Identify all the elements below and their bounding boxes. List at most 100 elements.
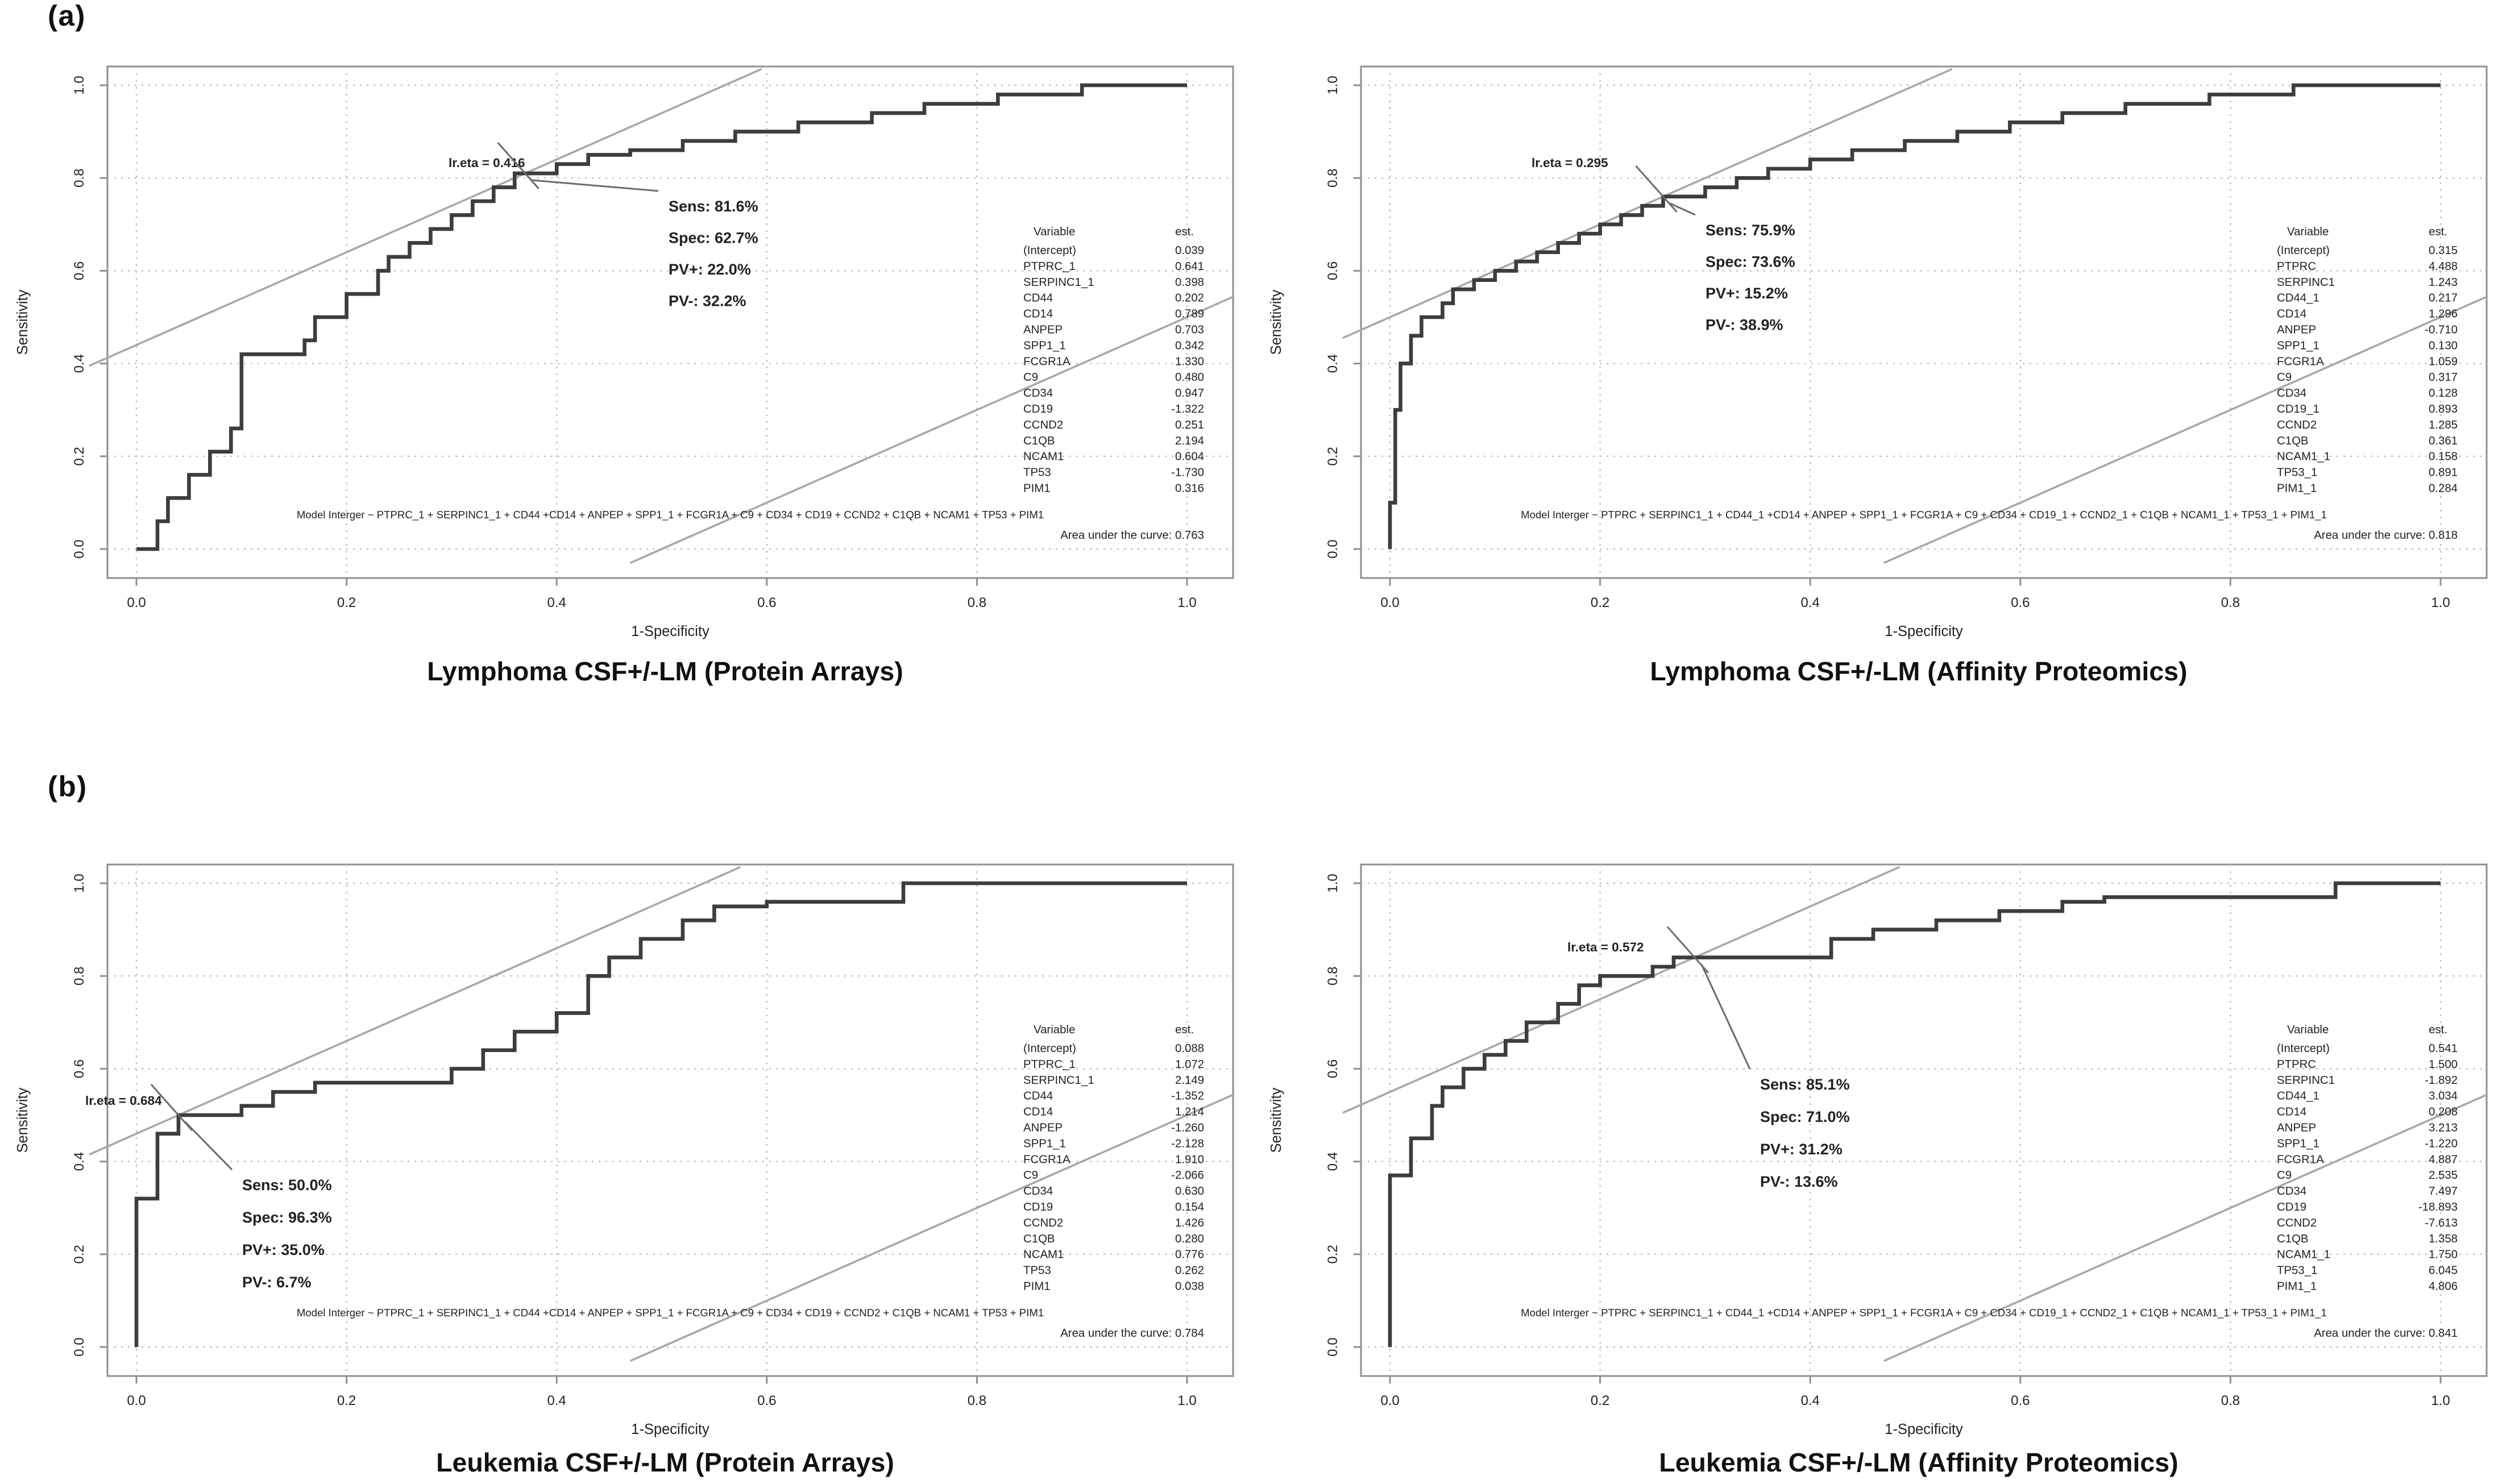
metrics-text: PV-: 6.7% <box>242 1274 312 1291</box>
x-tick-label: 0.8 <box>968 1393 986 1408</box>
annotation-arrow <box>184 1121 233 1171</box>
x-tick-label: 1.0 <box>1177 595 1196 610</box>
coef-table-header: Variable <box>1034 1024 1075 1036</box>
panel-title-leukemia-protein-arrays: Leukemia CSF+/-LM (Protein Arrays) <box>436 1449 894 1478</box>
coef-table-row-variable: (Intercept) <box>1023 1042 1076 1055</box>
coef-table-row-variable: PTPRC <box>2277 1058 2316 1071</box>
coef-table-row-variable: FCGR1A <box>2277 1153 2324 1166</box>
coef-table: Variable est. (Intercept) 0.315 PTPRC 4.488 SE… <box>2277 226 2458 495</box>
roc-panel: 0.0 0.2 0.4 0.6 0.8 1.0 0.0 0.2 0.4 0.6 0.8 1.0 1-Sp… <box>15 65 1235 639</box>
x-tick-label: 0.6 <box>757 1393 776 1408</box>
coef-table-row-estimate: 0.208 <box>2429 1106 2458 1119</box>
y-tick-label: 0.0 <box>72 1337 87 1356</box>
x-tick-label: 0.8 <box>2221 1393 2240 1408</box>
coef-table-row-variable: FCGR1A <box>2277 355 2324 368</box>
x-tick-label: 0.0 <box>127 595 146 610</box>
coef-table-row-variable: CD44_1 <box>2277 292 2319 305</box>
coef-table-row-variable: CD14 <box>1023 1106 1053 1119</box>
coef-table-row-estimate: -1.322 <box>1171 403 1204 415</box>
coef-table-row-estimate: -2.128 <box>1171 1137 1204 1150</box>
coef-table-row-estimate: 4.488 <box>2429 260 2458 273</box>
coef-table-row-variable: PTPRC_1 <box>1023 260 1076 273</box>
coef-table-row-variable: SERPINC1_1 <box>1023 1074 1094 1087</box>
coef-table-row-variable: CD14 <box>1023 308 1053 321</box>
coef-table: Variable est. (Intercept) 0.039 PTPRC_1 0.641… <box>1023 226 1204 495</box>
model-formula-text: Model Interger ~ PTPRC + SERPINC1_1 + CD… <box>1521 509 2327 521</box>
coef-table-row-estimate: -2.066 <box>1171 1169 1204 1182</box>
coef-table-header: est. <box>2429 226 2447 238</box>
coef-table-row-estimate: 0.280 <box>1175 1233 1204 1245</box>
metrics-text: Spec: 71.0% <box>1760 1108 1850 1125</box>
x-tick-label: 0.0 <box>1380 595 1399 610</box>
coef-table-row-estimate: 6.045 <box>2429 1265 2458 1277</box>
reference-diagonal <box>629 295 1235 564</box>
coef-table-row-estimate: 1.243 <box>2429 276 2458 289</box>
x-tick-label: 0.8 <box>2221 595 2240 610</box>
coef-table-row-variable: TP53 <box>1023 1265 1051 1277</box>
annotation-arrow <box>1700 963 1751 1070</box>
coef-table-row-variable: TP53 <box>1023 467 1051 479</box>
coef-table-row-estimate: 1.059 <box>2429 355 2458 368</box>
coef-table-row-estimate: 0.604 <box>1175 451 1204 463</box>
x-axis-label: 1-Specificity <box>1885 1421 1963 1437</box>
coef-table-row-estimate: -1.352 <box>1171 1090 1204 1103</box>
x-axis-label: 1-Specificity <box>631 1421 709 1437</box>
reference-diagonal <box>629 1093 1235 1362</box>
metrics-text: PV-: 32.2% <box>669 293 746 310</box>
y-tick-label: 0.4 <box>1325 354 1341 373</box>
coef-table-row-variable: (Intercept) <box>2277 1042 2330 1055</box>
coef-table-row-estimate: 1.426 <box>1175 1217 1204 1229</box>
coef-table-row-variable: NCAM1_1 <box>2277 1249 2330 1261</box>
roc-panel: 0.0 0.2 0.4 0.6 0.8 1.0 0.0 0.2 0.4 0.6 0.8 1.0 1-Sp… <box>1268 65 2488 639</box>
y-tick-label: 0.8 <box>72 967 87 986</box>
coef-table-row-variable: CD34 <box>2277 1185 2306 1198</box>
roc-curve <box>136 83 1187 551</box>
y-tick-label: 0.0 <box>1325 1337 1341 1356</box>
x-tick-label: 0.4 <box>1801 1393 1820 1408</box>
coef-table-row-estimate: 0.317 <box>2429 371 2458 384</box>
coef-table-row-estimate: 4.887 <box>2429 1153 2458 1166</box>
x-tick-label: 0.8 <box>968 595 986 610</box>
coef-table-row-variable: ANPEP <box>2277 1122 2316 1134</box>
coef-table-row-estimate: 0.541 <box>2429 1042 2458 1055</box>
coef-table-row-estimate: 0.315 <box>2429 244 2458 257</box>
metrics-text: PV-: 38.9% <box>1706 317 1783 334</box>
threshold-label: lr.eta = 0.295 <box>1532 156 1608 170</box>
metrics-text: PV+: 15.2% <box>1706 285 1788 302</box>
coef-table-row-variable: ANPEP <box>1023 1122 1063 1134</box>
y-tick-label: 0.2 <box>72 447 87 465</box>
y-tick-label: 0.6 <box>72 261 87 280</box>
coef-table-row-estimate: 0.154 <box>1175 1201 1204 1213</box>
coef-table-header: Variable <box>2287 226 2329 238</box>
metrics-text: Sens: 81.6% <box>669 198 758 215</box>
coef-table-row-variable: CD44 <box>1023 1090 1053 1103</box>
coef-table-row-estimate: 0.342 <box>1175 339 1204 352</box>
y-axis-label: Sensitivity <box>15 289 31 355</box>
y-tick-label: 0.4 <box>1325 1152 1341 1171</box>
coef-table-row-variable: C9 <box>1023 371 1038 384</box>
reference-diagonal <box>1342 68 1953 339</box>
coef-table-row-estimate: 3.213 <box>2429 1122 2458 1134</box>
threshold-label: lr.eta = 0.416 <box>449 156 525 170</box>
x-tick-label: 0.4 <box>1801 595 1820 610</box>
auc-text: Area under the curve: 0.841 <box>2314 1327 2458 1340</box>
coef-table-row-estimate: 0.789 <box>1175 308 1204 321</box>
x-tick-label: 0.6 <box>2011 1393 2030 1408</box>
coef-table-row-estimate: 0.703 <box>1175 324 1204 336</box>
coef-table-row-estimate: 0.039 <box>1175 244 1204 257</box>
coef-table-row-variable: CCND2 <box>2277 1217 2317 1229</box>
coef-table-row-variable: PIM1_1 <box>2277 1281 2317 1293</box>
metrics-text: Sens: 75.9% <box>1706 222 1795 239</box>
y-tick-label: 0.4 <box>72 354 87 373</box>
coef-table-row-estimate: -1.220 <box>2425 1137 2458 1150</box>
auc-text: Area under the curve: 0.818 <box>2314 529 2458 542</box>
coef-table-row-variable: (Intercept) <box>2277 244 2330 257</box>
coef-table-row-variable: PIM1_1 <box>2277 483 2317 495</box>
coef-table-row-variable: CD14 <box>2277 1106 2306 1119</box>
coef-table: Variable est. (Intercept) 0.541 PTPRC 1.500 SE… <box>2277 1024 2458 1293</box>
coef-table-row-estimate: 3.034 <box>2429 1090 2458 1103</box>
roc-panel: 0.0 0.2 0.4 0.6 0.8 1.0 0.0 0.2 0.4 0.6 0.8 1.0 1-Sp… <box>1268 863 2488 1437</box>
coef-table-row-estimate: 1.072 <box>1175 1058 1204 1071</box>
coef-table-row-estimate: 0.038 <box>1175 1281 1204 1293</box>
roc-panel: 0.0 0.2 0.4 0.6 0.8 1.0 0.0 0.2 0.4 0.6 0.8 1.0 1-Sp… <box>15 863 1235 1437</box>
